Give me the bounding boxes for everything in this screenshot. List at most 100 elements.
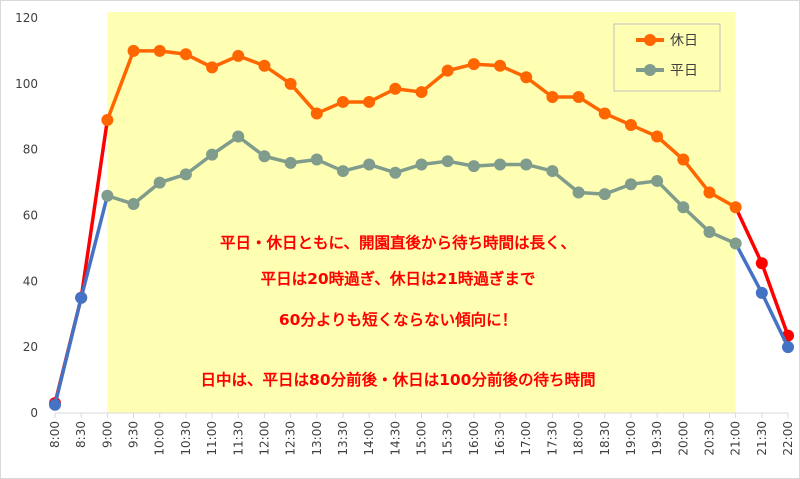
series-segment (79, 118, 110, 300)
series-segment (53, 296, 83, 407)
data-point (598, 188, 611, 201)
x-tick-label: 9:30 (127, 421, 141, 448)
data-point (179, 168, 192, 181)
data-point (310, 153, 323, 166)
data-point (310, 107, 323, 120)
data-point (127, 44, 140, 57)
x-tick-label: 18:00 (572, 421, 586, 456)
data-point (179, 48, 192, 61)
data-point (546, 91, 559, 103)
data-point (467, 58, 480, 71)
data-point (284, 77, 297, 90)
series-layer (49, 44, 794, 411)
x-tick-label: 11:30 (231, 421, 245, 456)
y-tick-label: 80 (23, 143, 38, 157)
annotation-line-4: 日中は、平日は80分前後・休日は100分前後の待ち時間 (201, 370, 596, 389)
data-point (206, 148, 219, 161)
annotation-line-1: 平日・休日ともに、開園直後から待ち時間は長く、 (220, 233, 576, 252)
legend-marker-weekday (644, 64, 656, 76)
data-point (494, 158, 507, 171)
data-point (677, 201, 690, 214)
data-point (101, 114, 114, 127)
series-segment (105, 49, 136, 122)
x-tick-label: 9:00 (100, 421, 114, 448)
data-point (258, 150, 271, 163)
x-tick-label: 22:00 (781, 421, 795, 456)
x-tick-label: 15:00 (415, 421, 429, 456)
data-point (624, 178, 637, 191)
data-point (729, 201, 742, 214)
x-axis: 8:00 8:30 9:00 9:30 10:00 10:30 11:00 11:30 12:0… (48, 413, 795, 456)
x-tick-label: 19:00 (624, 421, 638, 456)
data-point (546, 165, 559, 178)
data-point (153, 44, 166, 57)
series-segment (655, 179, 686, 210)
legend: 休日 平日 (613, 23, 721, 92)
y-tick-label: 100 (15, 77, 38, 91)
data-point (258, 59, 271, 72)
data-point (363, 158, 376, 171)
data-point (127, 197, 140, 210)
data-point (336, 165, 349, 178)
x-tick-label: 21:30 (755, 421, 769, 456)
data-point (624, 118, 637, 131)
series-segment (760, 291, 790, 349)
data-point (494, 59, 507, 72)
series-segment (681, 157, 712, 195)
data-point (284, 156, 297, 169)
x-tick-label: 20:30 (702, 421, 716, 456)
data-point (49, 398, 61, 411)
data-point (336, 95, 349, 108)
x-tick-label: 18:30 (598, 421, 612, 456)
x-tick-label: 14:30 (388, 421, 402, 456)
data-point (677, 153, 690, 166)
x-tick-label: 17:30 (545, 421, 559, 456)
x-tick-label: 12:00 (257, 421, 271, 456)
annotation-block: 平日・休日ともに、開園直後から待ち時間は長く、 平日は20時過ぎ、休日は21時過… (201, 233, 596, 389)
data-point (467, 160, 480, 173)
data-point (415, 158, 428, 171)
series-weekday (49, 130, 794, 411)
x-tick-label: 16:30 (493, 421, 507, 456)
data-point (755, 286, 768, 299)
x-tick-label: 21:00 (729, 421, 743, 456)
x-tick-label: 11:00 (205, 421, 219, 456)
data-point (232, 130, 245, 143)
data-point (703, 225, 716, 238)
data-point (782, 341, 794, 354)
legend-label-holiday: 休日 (670, 33, 698, 49)
x-tick-label: 12:30 (284, 421, 298, 456)
series-segment (733, 241, 764, 295)
x-tick-label: 13:00 (310, 421, 324, 456)
data-point (520, 71, 533, 84)
data-point (520, 158, 533, 171)
series-segment (79, 194, 110, 300)
data-point (415, 86, 428, 99)
x-tick-label: 10:30 (179, 421, 193, 456)
annotation-line-2: 平日は20時過ぎ、休日は21時過ぎまで (261, 269, 536, 288)
data-point (651, 130, 664, 143)
data-point (153, 176, 166, 189)
data-point (598, 107, 611, 120)
data-point (232, 49, 245, 62)
y-tick-label: 0 (30, 406, 38, 420)
x-tick-label: 8:30 (74, 421, 88, 448)
x-tick-label: 10:00 (153, 421, 167, 456)
series-segment (733, 205, 764, 265)
legend-box (613, 23, 721, 92)
x-tick-label: 20:00 (676, 421, 690, 456)
data-point (572, 186, 585, 199)
legend-label-weekday: 平日 (670, 63, 698, 79)
x-tick-label: 13:30 (336, 421, 350, 456)
data-point (755, 257, 768, 270)
x-tick-label: 17:00 (519, 421, 533, 456)
series-segment (760, 261, 790, 338)
data-point (441, 64, 454, 77)
data-point (651, 174, 664, 187)
data-point (441, 155, 454, 168)
x-tick-label: 15:30 (441, 421, 455, 456)
annotation-line-3: 60分よりも短くならない傾向に！ (279, 310, 517, 329)
y-tick-label: 60 (23, 209, 38, 223)
